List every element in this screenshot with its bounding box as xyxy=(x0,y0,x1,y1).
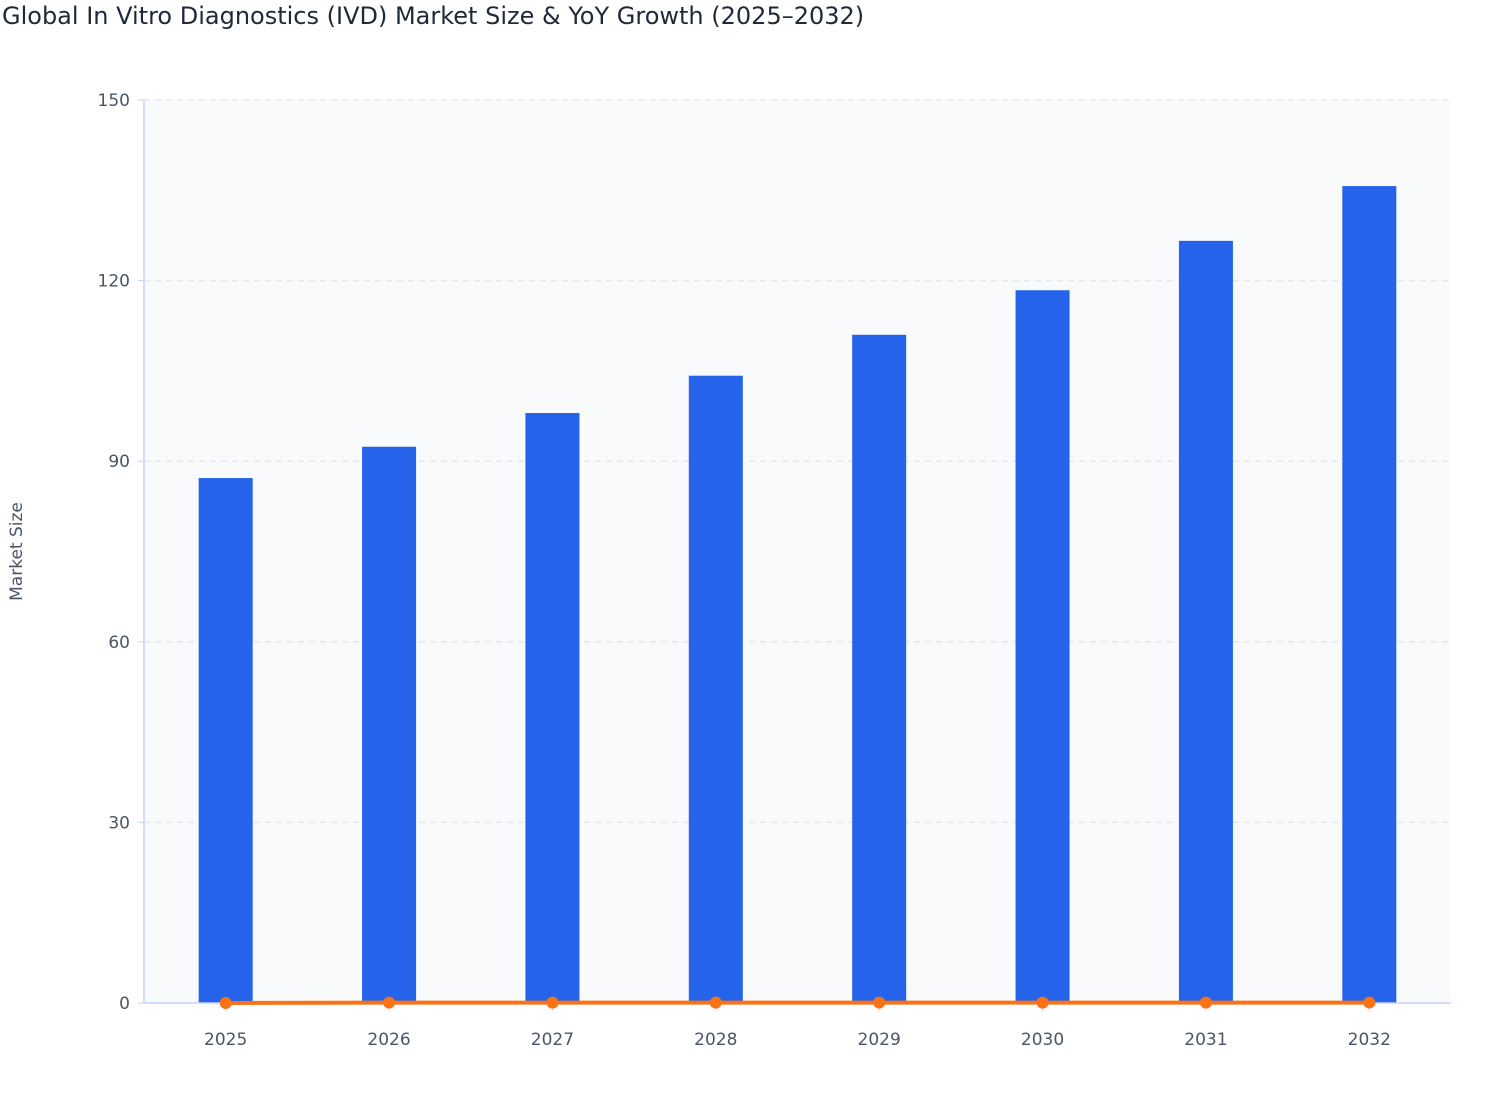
growth-point-2026 xyxy=(383,996,396,1009)
x-tick-label: 2030 xyxy=(1021,1030,1064,1050)
x-tick-label: 2025 xyxy=(204,1030,247,1050)
x-tick-label: 2027 xyxy=(531,1030,574,1050)
plot-area xyxy=(144,100,1451,1003)
x-tick-label: 2029 xyxy=(858,1030,901,1050)
growth-point-2032 xyxy=(1363,996,1376,1009)
y-tick-label: 120 xyxy=(98,272,130,292)
growth-point-2027 xyxy=(546,996,559,1009)
y-tick-label: 60 xyxy=(108,633,130,653)
chart-title: Global In Vitro Diagnostics (IVD) Market… xyxy=(2,2,865,30)
y-axis-title: Market Size xyxy=(7,502,27,601)
y-tick-label: 150 xyxy=(98,91,130,111)
bar-2027 xyxy=(525,413,580,1003)
growth-point-2028 xyxy=(709,996,722,1009)
x-tick-label: 2028 xyxy=(694,1030,737,1050)
x-tick-label: 2032 xyxy=(1348,1030,1391,1050)
growth-point-2031 xyxy=(1199,996,1212,1009)
y-tick-label: 0 xyxy=(119,994,130,1014)
growth-point-2025 xyxy=(219,997,232,1009)
bar-2028 xyxy=(688,375,743,1003)
bar-2029 xyxy=(852,334,907,1003)
bar-2030 xyxy=(1015,290,1070,1003)
x-tick-label: 2026 xyxy=(367,1030,410,1050)
bar-2026 xyxy=(362,446,417,1003)
bar-2025 xyxy=(198,478,253,1003)
bar-2031 xyxy=(1178,240,1233,1004)
y-tick-label: 30 xyxy=(108,813,130,833)
y-tick-label: 90 xyxy=(108,452,130,472)
growth-point-2029 xyxy=(873,996,886,1009)
x-tick-label: 2031 xyxy=(1184,1030,1227,1050)
growth-point-2030 xyxy=(1036,996,1049,1009)
bar-2032 xyxy=(1342,186,1397,1003)
